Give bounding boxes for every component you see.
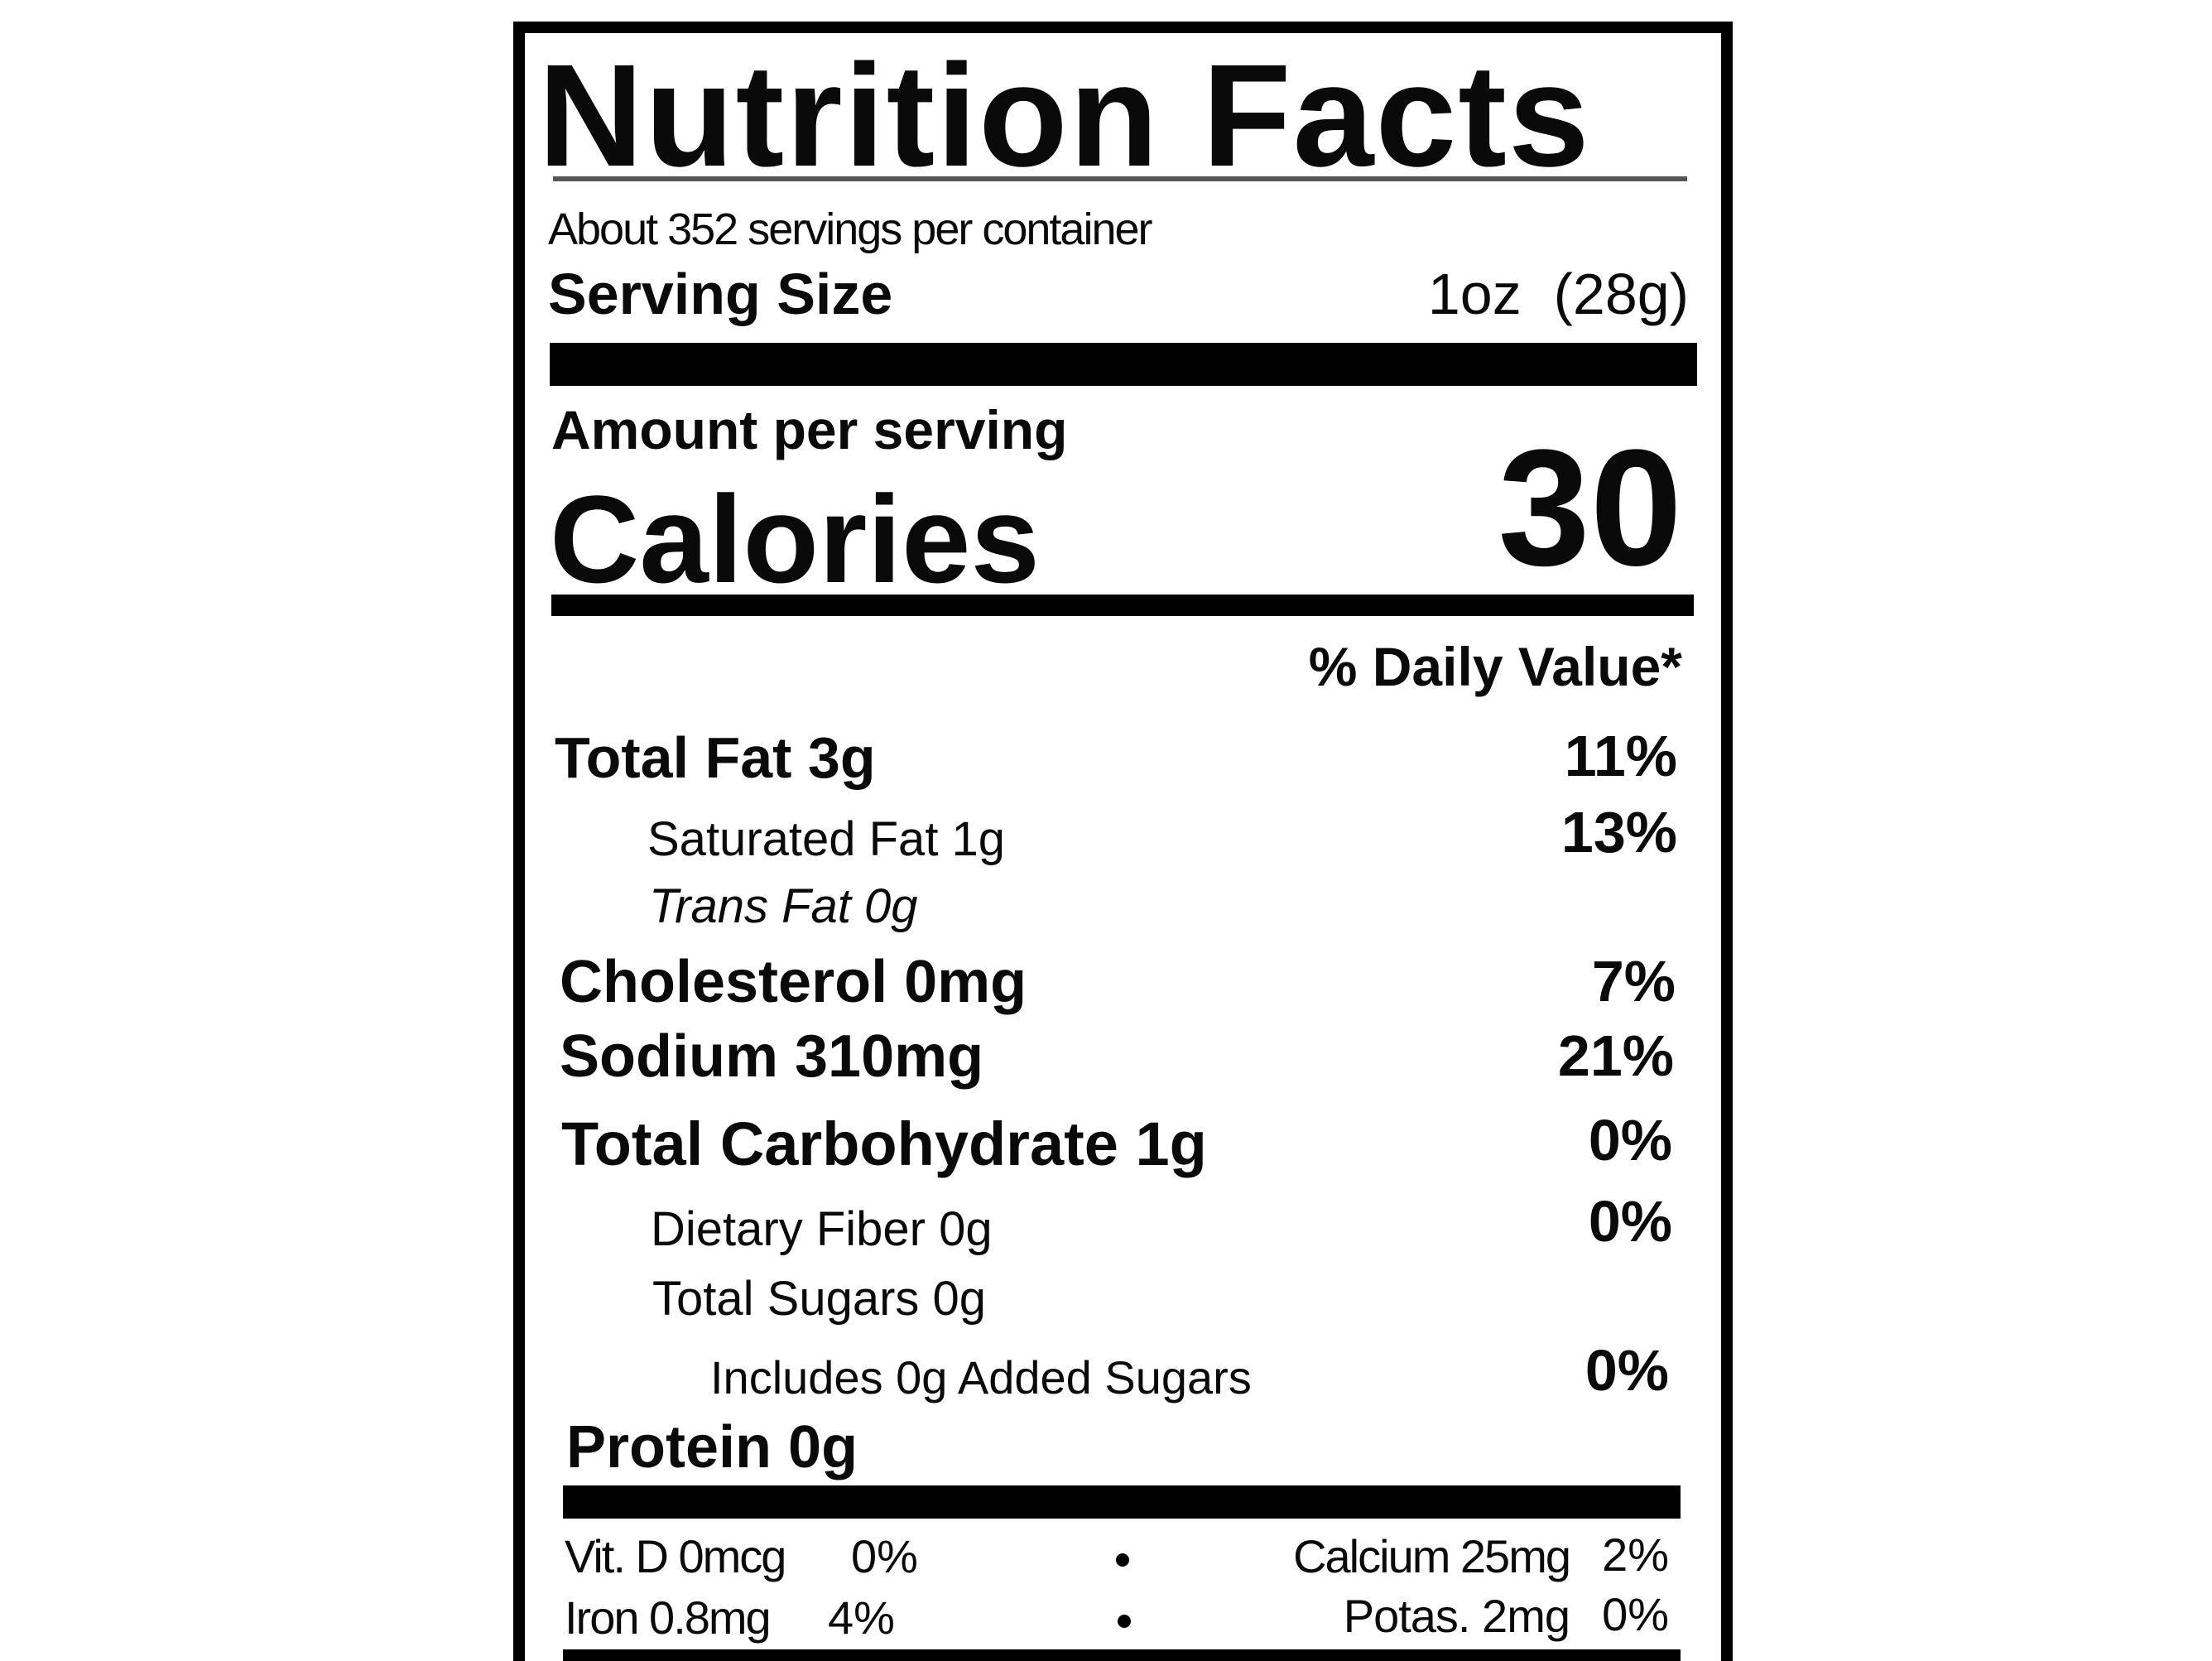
micronutrient-iron: Iron 0.8mg: [565, 1591, 772, 1644]
nutrient-trans-fat: Trans Fat 0g: [649, 879, 918, 933]
dv-vitamin-d: 0%: [851, 1530, 918, 1582]
micronutrient-potassium: Potas. 2mg: [1343, 1590, 1570, 1642]
dv-added-sugars: 0%: [1584, 1338, 1669, 1403]
dv-cholesterol: 7%: [1591, 949, 1676, 1013]
servings-per-container: About 352 servings per container: [548, 205, 1152, 254]
divider-thin: [553, 176, 1687, 181]
nutrient-dietary-fiber: Dietary Fiber 0g: [651, 1202, 993, 1256]
bullet-separator: [1118, 1615, 1131, 1628]
nutrient-protein: Protein 0g: [566, 1414, 858, 1480]
nutrient-total-sugars: Total Sugars 0g: [652, 1272, 987, 1326]
dv-dietary-fiber: 0%: [1588, 1189, 1672, 1254]
serving-size-value: 1oz (28g): [1427, 262, 1689, 326]
dv-iron: 4%: [828, 1591, 895, 1644]
amount-per-serving: Amount per serving: [551, 399, 1068, 460]
micronutrient-calcium: Calcium 25mg: [1293, 1530, 1571, 1582]
dv-total-carbohydrate: 0%: [1588, 1108, 1672, 1172]
nutrient-saturated-fat: Saturated Fat 1g: [647, 812, 1006, 866]
bullet-separator: [1116, 1553, 1129, 1567]
nutrient-sodium: Sodium 310mg: [560, 1023, 984, 1090]
nutrient-total-carbohydrate: Total Carbohydrate 1g: [561, 1110, 1207, 1178]
divider-medium: [551, 595, 1694, 616]
calories-value: 30: [1498, 416, 1682, 600]
nutrient-total-fat: Total Fat 3g: [555, 725, 876, 790]
dv-sodium: 21%: [1557, 1023, 1674, 1088]
dv-potassium: 0%: [1602, 1588, 1669, 1640]
serving-size-label: Serving Size: [548, 262, 893, 326]
nutrient-added-sugars: Includes 0g Added Sugars: [710, 1351, 1252, 1403]
dv-saturated-fat: 13%: [1560, 800, 1677, 864]
nutrient-cholesterol: Cholesterol 0mg: [560, 949, 1027, 1015]
calories-label: Calories: [550, 469, 1040, 609]
divider-thick-bottom: [563, 1485, 1681, 1519]
daily-value-header: % Daily Value*: [1308, 636, 1682, 697]
micronutrient-vitamin-d: Vit. D 0mcg: [565, 1530, 786, 1582]
divider-thick: [550, 343, 1697, 386]
divider-bottom: [563, 1649, 1681, 1661]
dv-total-fat: 11%: [1564, 724, 1677, 788]
dv-calcium: 2%: [1602, 1529, 1669, 1581]
nutrition-label: [513, 22, 1733, 1661]
title: Nutrition Facts: [538, 35, 1591, 197]
